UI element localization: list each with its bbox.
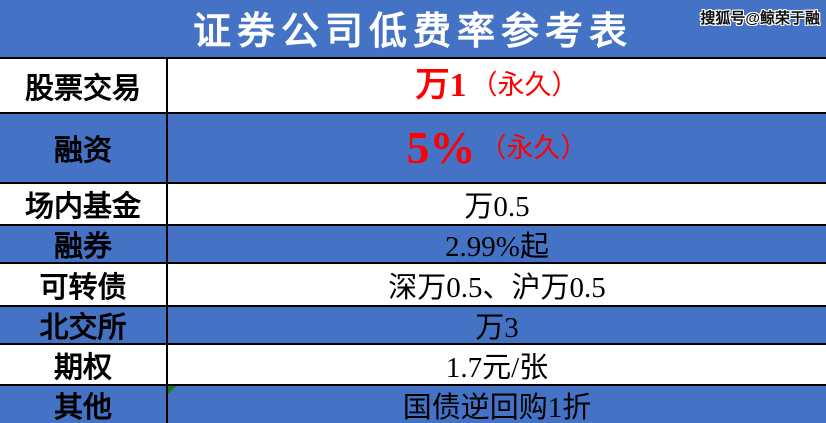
row-label: 股票交易 [0, 59, 168, 112]
row-label: 北交所 [0, 307, 168, 344]
row-options: 期权 1.7元/张 [0, 343, 826, 384]
row-value: 万1 （永久） [168, 59, 826, 112]
row-beijing-exchange: 北交所 万3 [0, 305, 826, 344]
value-text: 国债逆回购1折 [402, 391, 592, 423]
row-value: 万0.5 [464, 191, 530, 223]
row-financing: 融资 5% （永久） [0, 112, 826, 182]
title-bar: 证券公司低费率参考表 搜狐号@鲸荣于融 [0, 0, 826, 57]
cell-comment-indicator-icon [168, 386, 176, 394]
row-stock-trading: 股票交易 万1 （永久） [0, 57, 826, 112]
value-suffix: （永久） [479, 132, 588, 163]
row-label: 其他 [0, 386, 168, 423]
row-convertible-bonds: 可转债 深万0.5、沪万0.5 [0, 262, 826, 305]
row-value: 5% （永久） [168, 114, 826, 182]
sohu-watermark: 搜狐号@鲸荣于融 [700, 10, 820, 27]
row-value: 2.99%起 [445, 231, 549, 263]
row-value: 万3 [475, 312, 519, 344]
value-suffix: （永久） [470, 70, 579, 100]
row-securities-lending: 融券 2.99%起 [0, 224, 826, 263]
row-label: 融资 [0, 114, 168, 182]
row-other: 其他 国债逆回购1折 [0, 384, 826, 423]
row-label: 期权 [0, 345, 168, 384]
row-value: 1.7元/张 [445, 351, 549, 384]
row-value: 深万0.5、沪万0.5 [388, 271, 606, 304]
page-title: 证券公司低费率参考表 [192, 10, 633, 53]
row-label: 融券 [0, 226, 168, 263]
row-exchange-funds: 场内基金 万0.5 [0, 182, 826, 224]
row-value: 国债逆回购1折 [168, 386, 826, 423]
value-main: 5% [406, 122, 476, 173]
value-main: 万1 [415, 66, 467, 104]
row-label: 场内基金 [0, 184, 168, 224]
row-label: 可转债 [0, 264, 168, 305]
